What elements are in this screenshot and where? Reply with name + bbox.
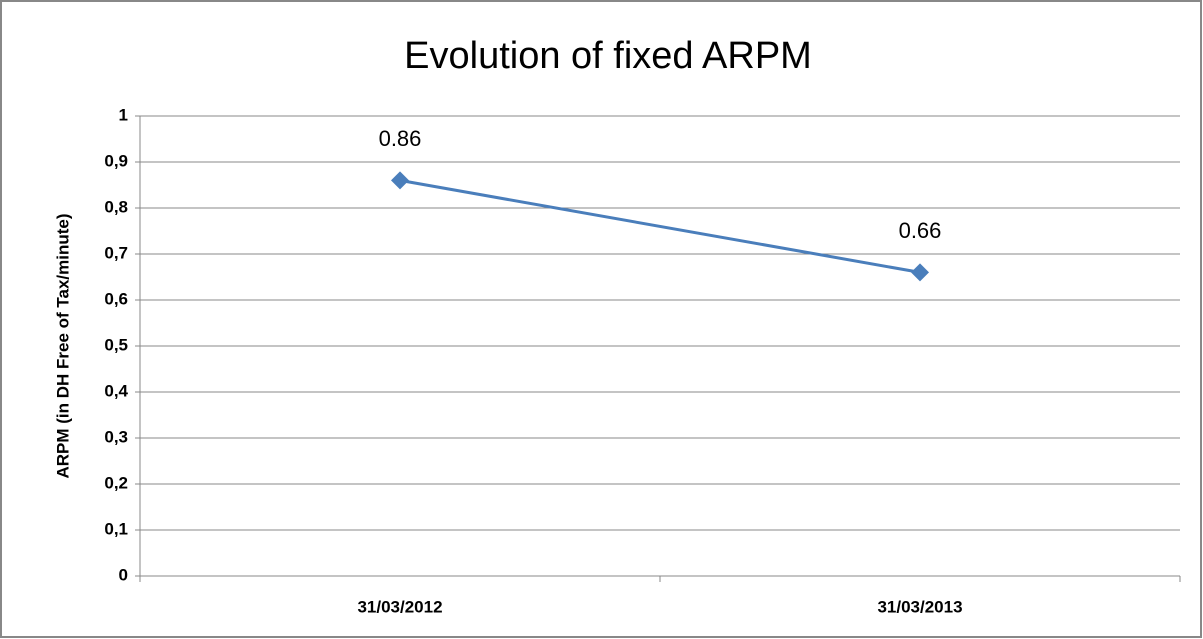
x-tick-label: 31/03/2013 (877, 597, 962, 616)
y-tick-label: 0,2 (104, 473, 128, 492)
chart-title: Evolution of fixed ARPM (404, 35, 812, 77)
y-tick-label: 0,9 (104, 151, 128, 170)
y-tick-label: 0,1 (104, 519, 128, 538)
data-label: 0.66 (899, 218, 942, 243)
y-tick-label: 0 (119, 565, 128, 584)
y-tick-label: 0,7 (104, 243, 128, 262)
y-tick-label: 1 (119, 105, 128, 124)
y-axis-label: ARPM (in DH Free of Tax/minute) (53, 213, 72, 478)
y-tick-label: 0,3 (104, 427, 128, 446)
y-tick-label: 0,8 (104, 197, 128, 216)
series-line (399, 178, 921, 274)
y-tick-label: 0,6 (104, 289, 128, 308)
y-tick-label: 0,4 (104, 381, 128, 400)
x-tick-label: 31/03/2012 (357, 597, 442, 616)
data-point (911, 263, 929, 282)
data-label: 0.86 (379, 126, 422, 151)
y-tick-label: 0,5 (104, 335, 128, 354)
data-point (391, 171, 409, 190)
